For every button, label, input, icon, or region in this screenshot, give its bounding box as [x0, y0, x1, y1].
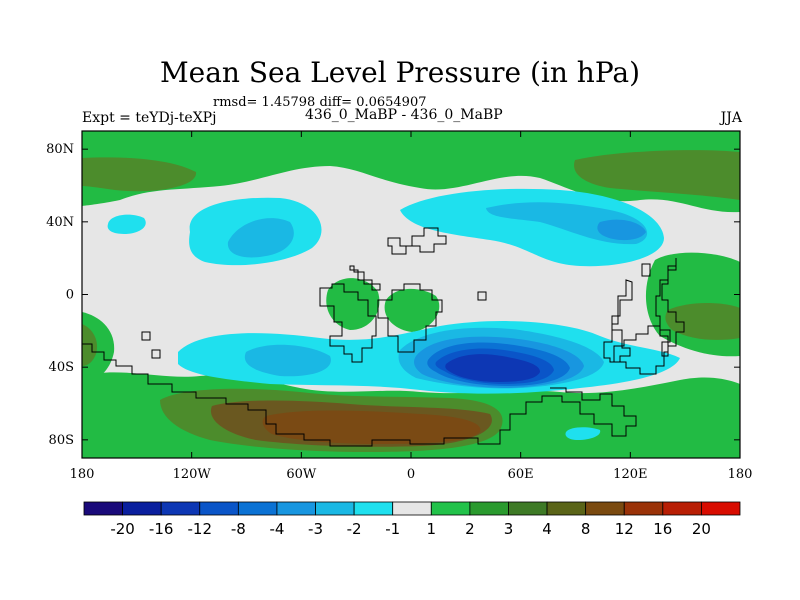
colorbar-label: 4: [542, 520, 552, 538]
coastline-small-islands-1: [141, 331, 151, 341]
coastlines: [82, 227, 685, 447]
colorbar-swatch: [237, 501, 278, 516]
lat-tick-label: 0: [66, 288, 74, 303]
colorbar-label: -16: [149, 520, 174, 538]
colorbar-label: 12: [615, 520, 634, 538]
colorbar-label: -12: [188, 520, 213, 538]
colorbar-swatch: [508, 501, 548, 516]
map-subtitle: 436_0_MaBP - 436_0_MaBP: [305, 107, 503, 123]
contour-equatorial-positive-west: [326, 278, 380, 330]
colorbar-swatch: [546, 501, 587, 516]
contour-north-atlantic-low-center: [597, 219, 646, 241]
lon-tick-label: 120E: [613, 467, 647, 482]
lat-tick-label: 40S: [49, 360, 74, 375]
contour-equatorial-positive-center: [384, 288, 440, 332]
contour-small-south-low: [565, 427, 601, 440]
colorbar-swatch: [276, 501, 316, 516]
colorbar-label: -2: [347, 520, 362, 538]
coastline-eurasia: [387, 227, 447, 255]
colorbar-swatch: [199, 501, 239, 516]
contour-antarctic-high-l4: [262, 410, 481, 444]
coastline-small-islands-3: [477, 291, 487, 301]
lon-tick-label: 180: [728, 467, 753, 482]
season-label: JJA: [720, 110, 742, 126]
coastline-antarctica: [82, 343, 637, 447]
contour-west-edge-positive-core: [82, 324, 98, 366]
colorbar-swatch: [392, 501, 432, 516]
colorbar-label: 8: [581, 520, 591, 538]
axis-ticks: 80N 40N 0 40S 80S 180 120W 60W 0 60E 120E 180: [46, 131, 752, 482]
colorbar-swatch: [122, 501, 162, 516]
colorbar-swatch: [430, 501, 471, 516]
colorbar-swatch: [701, 501, 741, 516]
colorbar-label: 3: [504, 520, 514, 538]
contour-southern-ocean-low-west: [244, 344, 331, 377]
colorbar-label: 20: [692, 520, 711, 538]
coastline-east-pacific: [655, 258, 685, 357]
contour-small-low: [107, 214, 146, 234]
colorbar-swatch: [585, 501, 625, 516]
lon-tick-label: 60E: [508, 467, 534, 482]
colorbar-label: -4: [269, 520, 284, 538]
coastline-africa: [377, 283, 443, 353]
contour-southern-ocean-low-center: [445, 354, 540, 382]
coastline-small-islands-4: [641, 263, 651, 277]
contour-north-positive-core-west: [82, 157, 197, 192]
lat-tick-label: 40N: [46, 215, 74, 230]
coastline-south-america: [319, 283, 377, 363]
lon-tick-label: 60W: [286, 467, 317, 482]
coastline-central-america: [349, 265, 381, 291]
contour-north-positive-core-east: [574, 150, 740, 200]
contour-north-positive: [82, 131, 740, 213]
colorbar-label: -8: [231, 520, 246, 538]
lon-tick-label: 0: [407, 467, 415, 482]
colorbar-label: -20: [110, 520, 135, 538]
colorbar: -20 -16 -12 -8 -4 -3 -2 -1 1 2 3 4 8 12 16 20: [83, 501, 741, 538]
colorbar-swatch: [623, 501, 664, 516]
lon-tick-label: 120W: [173, 467, 212, 482]
map-title: Mean Sea Level Pressure (in hPa): [159, 56, 641, 89]
coastline-small-islands-2: [151, 349, 161, 359]
colorbar-label: 16: [653, 520, 672, 538]
colorbar-label: -3: [308, 520, 323, 538]
lat-tick-label: 80N: [46, 142, 74, 157]
colorbar-label: 1: [427, 520, 437, 538]
colorbar-swatch: [662, 501, 702, 516]
statistics-text: rmsd= 1.45798 diff= 0.0654907: [213, 95, 427, 110]
colorbar-swatch: [160, 501, 201, 516]
lat-tick-label: 80S: [49, 433, 74, 448]
coastline-australia: [613, 325, 669, 375]
experiment-label: Expt = teYDj-teXPj: [82, 110, 217, 126]
colorbar-swatch: [315, 501, 355, 516]
colorbar-label: 2: [465, 520, 475, 538]
colorbar-swatch: [469, 501, 509, 516]
colorbar-label: -1: [385, 520, 400, 538]
colorbar-swatch: [353, 501, 394, 516]
contour-north-pacific-low-core: [227, 218, 294, 258]
lon-tick-label: 180: [70, 467, 95, 482]
pressure-field: [82, 131, 740, 458]
coastline-asia-islands: [603, 279, 633, 363]
colorbar-swatch: [83, 501, 123, 516]
